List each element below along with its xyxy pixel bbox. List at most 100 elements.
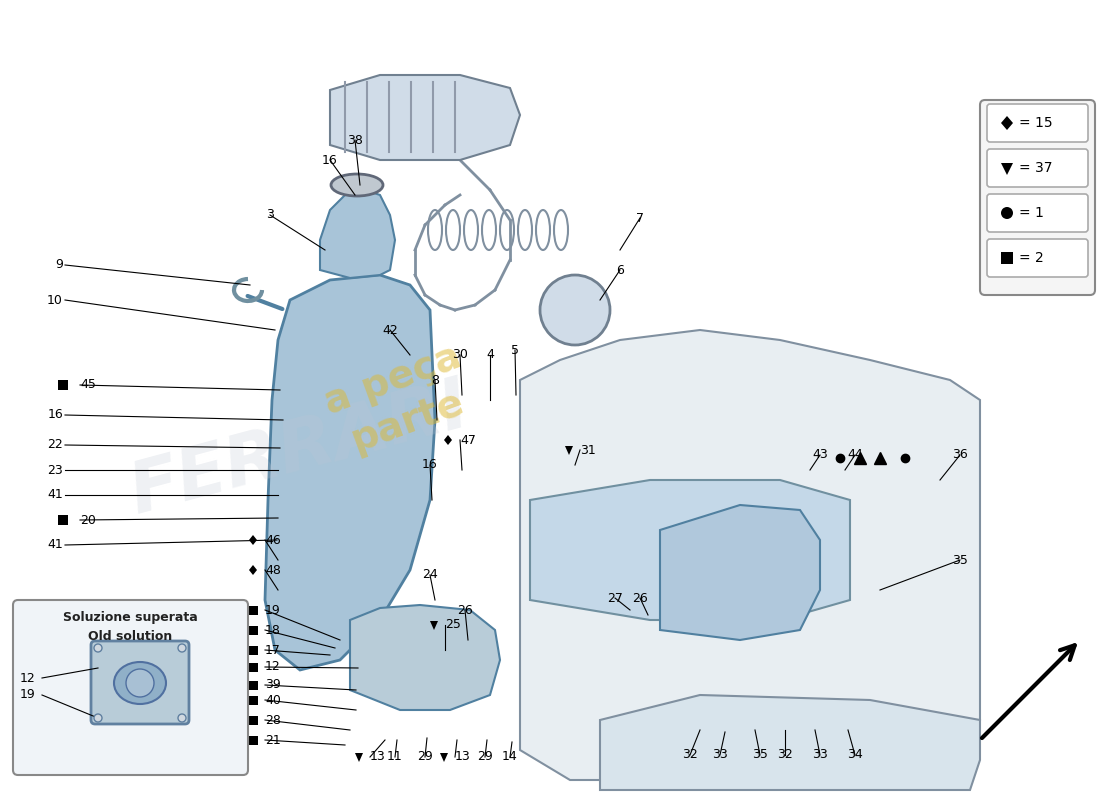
Polygon shape	[249, 535, 257, 545]
Text: 25: 25	[446, 618, 461, 631]
Text: 3: 3	[266, 209, 274, 222]
Text: 11: 11	[387, 750, 403, 763]
Polygon shape	[355, 753, 363, 762]
Circle shape	[94, 644, 102, 652]
Ellipse shape	[114, 662, 166, 704]
Text: 4: 4	[486, 349, 494, 362]
Text: 26: 26	[458, 603, 473, 617]
Bar	[249, 626, 258, 635]
Polygon shape	[530, 480, 850, 620]
Text: 48: 48	[265, 563, 280, 577]
Text: 45: 45	[80, 378, 96, 391]
Ellipse shape	[540, 275, 611, 345]
Polygon shape	[1001, 116, 1013, 130]
Text: 9: 9	[55, 258, 63, 271]
Polygon shape	[565, 446, 573, 455]
Circle shape	[94, 714, 102, 722]
Bar	[58, 380, 68, 390]
Text: 19: 19	[20, 689, 36, 702]
Text: Soluzione superata
Old solution: Soluzione superata Old solution	[63, 611, 198, 642]
Text: 19: 19	[265, 603, 280, 617]
Text: = 37: = 37	[1019, 161, 1053, 175]
Text: 21: 21	[265, 734, 280, 746]
Text: 32: 32	[777, 749, 793, 762]
Text: 29: 29	[477, 750, 493, 763]
Polygon shape	[1001, 163, 1013, 175]
Text: 33: 33	[712, 749, 728, 762]
Bar	[249, 716, 258, 725]
Text: 41: 41	[47, 538, 63, 551]
Polygon shape	[320, 190, 395, 278]
Polygon shape	[520, 330, 980, 780]
Polygon shape	[249, 565, 257, 575]
Text: 28: 28	[265, 714, 280, 726]
Text: 30: 30	[452, 349, 468, 362]
Text: 29: 29	[417, 750, 433, 763]
Text: 33: 33	[812, 749, 828, 762]
Text: 43: 43	[812, 449, 828, 462]
Text: FERRARI: FERRARI	[123, 371, 477, 529]
Bar	[58, 515, 68, 525]
Text: 24: 24	[422, 569, 438, 582]
Text: 20: 20	[80, 514, 96, 526]
Text: = 15: = 15	[1019, 116, 1053, 130]
Text: 34: 34	[847, 749, 862, 762]
Text: 46: 46	[265, 534, 280, 546]
FancyBboxPatch shape	[13, 600, 247, 775]
Text: 10: 10	[47, 294, 63, 306]
Text: a peça
parte: a peça parte	[319, 337, 481, 463]
Polygon shape	[330, 75, 520, 160]
Bar	[249, 681, 258, 690]
Circle shape	[1001, 207, 1013, 219]
Polygon shape	[430, 621, 438, 630]
Text: 12: 12	[265, 661, 280, 674]
FancyBboxPatch shape	[987, 239, 1088, 277]
Text: 12: 12	[20, 671, 36, 685]
Text: 44: 44	[847, 449, 862, 462]
Text: 39: 39	[265, 678, 280, 691]
FancyBboxPatch shape	[987, 104, 1088, 142]
Ellipse shape	[331, 174, 383, 196]
FancyBboxPatch shape	[91, 641, 189, 724]
Text: 35: 35	[752, 749, 768, 762]
Polygon shape	[350, 605, 500, 710]
Text: 47: 47	[460, 434, 476, 446]
Text: = 1: = 1	[1019, 206, 1044, 220]
Bar	[249, 696, 258, 705]
Bar	[249, 736, 258, 745]
Text: 32: 32	[682, 749, 697, 762]
Polygon shape	[660, 505, 820, 640]
Circle shape	[126, 669, 154, 697]
Polygon shape	[440, 753, 448, 762]
Text: = 2: = 2	[1019, 251, 1044, 265]
Text: 27: 27	[607, 591, 623, 605]
Polygon shape	[265, 275, 434, 670]
Text: 16: 16	[47, 409, 63, 422]
Text: 36: 36	[953, 449, 968, 462]
Text: 7: 7	[636, 211, 644, 225]
Polygon shape	[600, 695, 980, 790]
Circle shape	[178, 644, 186, 652]
Text: 17: 17	[265, 643, 280, 657]
FancyBboxPatch shape	[987, 149, 1088, 187]
Bar	[249, 606, 258, 615]
FancyBboxPatch shape	[980, 100, 1094, 295]
FancyBboxPatch shape	[987, 194, 1088, 232]
Bar	[249, 646, 258, 655]
Text: 13: 13	[370, 750, 386, 763]
Polygon shape	[444, 435, 452, 445]
Text: 22: 22	[47, 438, 63, 451]
Text: 42: 42	[382, 323, 398, 337]
Text: 6: 6	[616, 263, 624, 277]
Circle shape	[178, 714, 186, 722]
Text: 31: 31	[580, 443, 596, 457]
Text: 8: 8	[431, 374, 439, 386]
Bar	[249, 663, 258, 672]
Bar	[1001, 252, 1013, 264]
Text: 41: 41	[47, 489, 63, 502]
Text: 23: 23	[47, 463, 63, 477]
Text: 35: 35	[953, 554, 968, 566]
Text: 26: 26	[632, 591, 648, 605]
Text: 16: 16	[322, 154, 338, 166]
Text: 14: 14	[502, 750, 518, 763]
